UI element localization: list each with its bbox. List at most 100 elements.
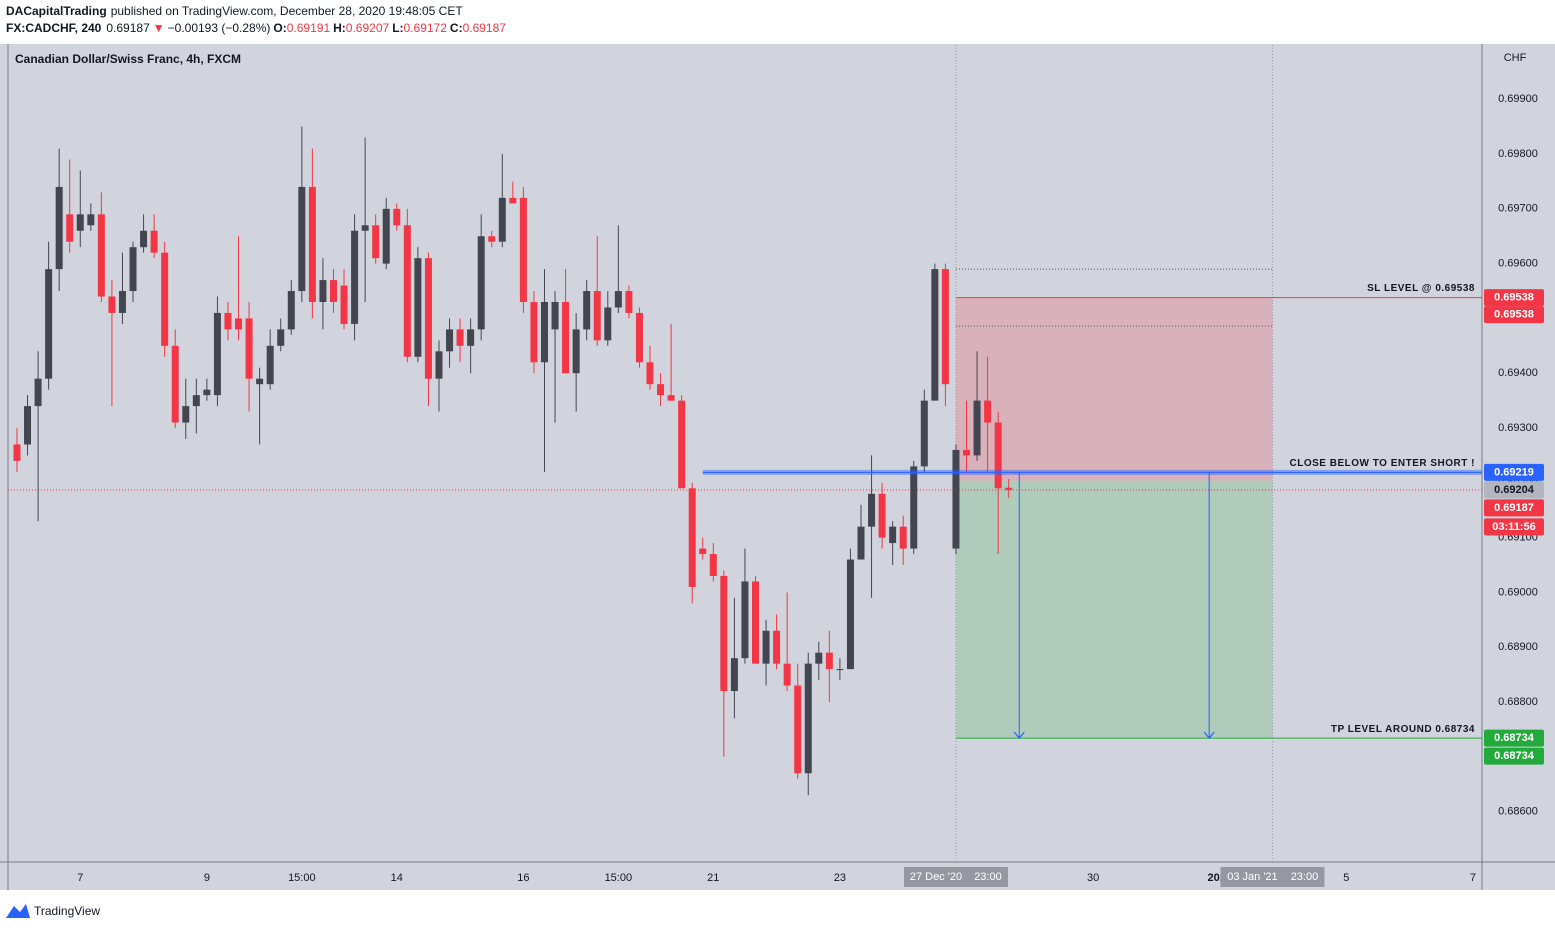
- x-tick-label: 14: [391, 872, 403, 884]
- y-tick-label: 0.68800: [1498, 696, 1538, 708]
- candle-body: [678, 400, 686, 489]
- candle-body: [351, 230, 359, 324]
- candle-body: [129, 247, 137, 292]
- candle-body: [1005, 487, 1013, 490]
- candle-body: [24, 406, 32, 445]
- symbol: FX:CADCHF, 240: [6, 21, 102, 35]
- candle-body: [783, 663, 791, 686]
- candle-body: [456, 329, 464, 346]
- candle-body: [256, 378, 264, 385]
- candle-body: [815, 652, 823, 664]
- price-tag-label: 0.68734: [1494, 750, 1535, 762]
- ohlc-value: 0.69187: [463, 21, 507, 35]
- level-label: SL LEVEL @ 0.69538: [1367, 283, 1475, 294]
- time-highlight: [903, 867, 1008, 887]
- candle-body: [773, 630, 781, 664]
- candle-body: [583, 291, 591, 330]
- candle-body: [551, 301, 559, 330]
- candle-body: [720, 575, 728, 692]
- candle-body: [825, 652, 833, 670]
- candle-body: [625, 291, 633, 313]
- price-tag: [1484, 499, 1544, 517]
- last-price: 0.69187: [106, 21, 150, 35]
- candle-body: [751, 581, 759, 664]
- candle-body: [952, 449, 960, 549]
- candle-body: [477, 236, 485, 330]
- countdown-tag: [1484, 518, 1544, 536]
- price-tag: [1484, 481, 1544, 499]
- candle-body: [76, 214, 84, 231]
- candle-body: [467, 329, 475, 346]
- candle-body: [519, 197, 527, 302]
- ohlc-label: O:: [273, 21, 286, 35]
- ohlc-label: H:: [333, 21, 346, 35]
- y-tick-label: 0.69000: [1498, 586, 1538, 598]
- price-tag: [1484, 747, 1544, 765]
- candle-body: [446, 329, 454, 352]
- candle-body: [709, 554, 717, 576]
- x-tick-label: 15:00: [605, 872, 633, 884]
- candle-body: [13, 444, 21, 461]
- candle-body: [910, 466, 918, 549]
- candle-body: [340, 285, 348, 324]
- ohlc-label: C:: [450, 21, 463, 35]
- candle-body: [646, 362, 654, 385]
- candle-body: [488, 236, 496, 242]
- price-tag: [1484, 463, 1544, 481]
- candle-body: [66, 214, 74, 242]
- candle-body: [614, 291, 622, 308]
- candle-body: [298, 186, 306, 292]
- candle-body: [361, 225, 369, 231]
- time-highlight-date: 27 Dec '20: [910, 871, 962, 883]
- y-tick-label: 0.68900: [1498, 641, 1538, 653]
- x-tick-label: 30: [1087, 872, 1099, 884]
- candle-body: [414, 258, 422, 357]
- candle-body: [203, 389, 211, 396]
- x-tick-label: 5: [1343, 872, 1349, 884]
- candle-body: [730, 658, 738, 692]
- candle-body: [635, 312, 643, 363]
- x-tick-label: 16: [517, 872, 529, 884]
- candle-body: [192, 395, 200, 407]
- price-tag: [1484, 729, 1544, 747]
- candle-body: [372, 225, 380, 259]
- candle-body: [509, 197, 517, 204]
- candle-body: [836, 669, 844, 671]
- header-bg: [0, 0, 1555, 44]
- price-tag: [1484, 289, 1544, 307]
- candle-body: [688, 488, 696, 587]
- footer-bg: [0, 890, 1555, 930]
- candle-body: [963, 449, 971, 456]
- candle-body: [984, 400, 992, 423]
- candle-body: [213, 312, 221, 396]
- candle-body: [899, 526, 907, 549]
- ohlc-value: 0.69207: [346, 21, 390, 35]
- ohlc-label: L:: [392, 21, 403, 35]
- candle-body: [97, 214, 105, 297]
- candle-body: [562, 301, 570, 374]
- candle-body: [741, 581, 749, 659]
- candle-body: [108, 296, 116, 313]
- time-highlight: [1220, 867, 1325, 887]
- candle-body: [973, 400, 981, 456]
- candle-body: [245, 318, 253, 379]
- chart-title: Canadian Dollar/Swiss Franc, 4h, FXCM: [15, 52, 241, 66]
- chart-bg: [0, 44, 1555, 890]
- stop-zone: [955, 297, 1273, 481]
- y-tick-label: 0.68600: [1498, 805, 1538, 817]
- ohlc-value: 0.69191: [287, 21, 331, 35]
- x-tick-label: 23: [834, 872, 846, 884]
- time-highlight-time: 23:00: [1291, 871, 1319, 883]
- y-tick-label: 0.69800: [1498, 148, 1538, 160]
- candle-body: [403, 225, 411, 357]
- ohlc-value: 0.69172: [404, 21, 448, 35]
- candle-body: [941, 269, 949, 385]
- candle-body: [87, 214, 95, 226]
- arrow-head: [1013, 731, 1025, 740]
- header-line-1: DACapitalTrading published on TradingView…: [6, 4, 463, 18]
- candle-body: [857, 526, 865, 560]
- x-tick-label: 15:00: [288, 872, 316, 884]
- header-line-2: FX:CADCHF, 240 0.69187 ▼ −0.00193 (−0.28%) O…: [6, 21, 506, 35]
- logo-icon: [6, 904, 30, 918]
